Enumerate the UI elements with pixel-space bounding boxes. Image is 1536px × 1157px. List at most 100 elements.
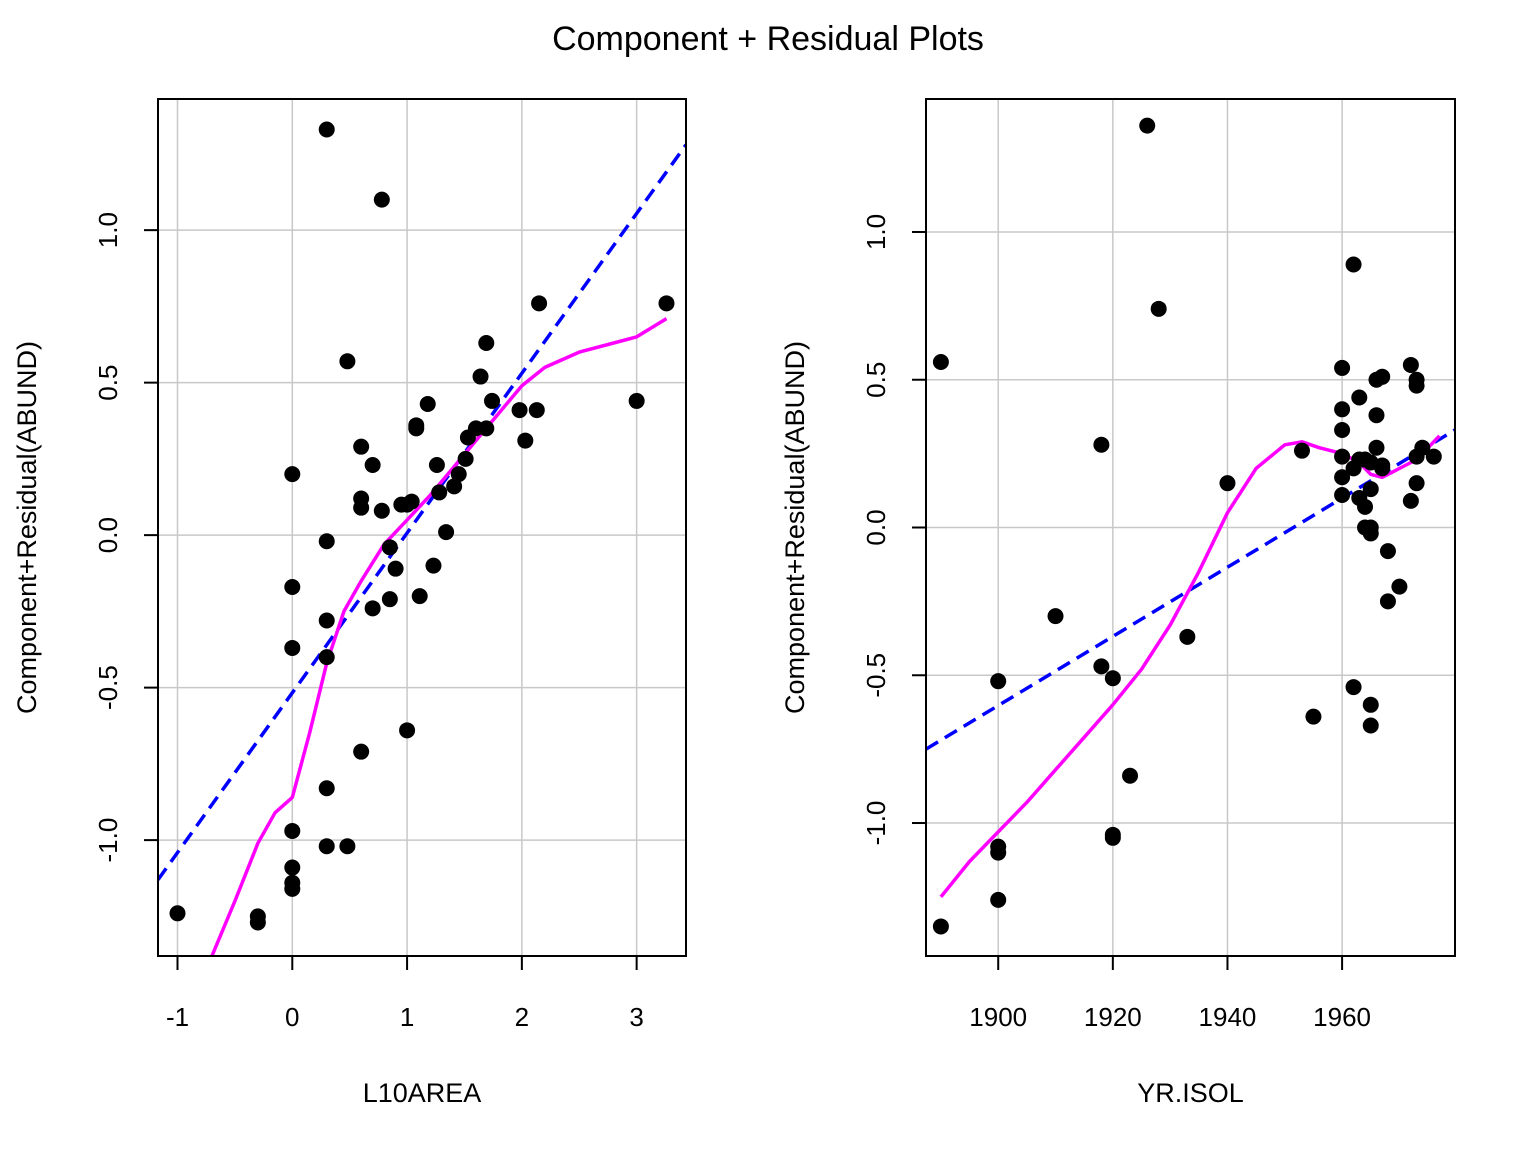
data-point [1334, 486, 1351, 503]
y-axis-label: Component+Residual(ABUND) [780, 341, 810, 714]
data-point [1104, 670, 1121, 687]
data-point [1334, 421, 1351, 438]
data-point [318, 838, 335, 855]
panel-1: -1 0 1 2 3 -1.0 -0.5 0.0 0.5 1.0 L10AREA Component+… [12, 98, 687, 1108]
data-point [484, 392, 501, 409]
figure-title: Component + Residual Plots [552, 20, 984, 58]
data-point [381, 591, 398, 608]
y-axis-label: Component+Residual(ABUND) [12, 341, 42, 714]
x-tick-label: 1900 [969, 1002, 1027, 1032]
data-point [1425, 448, 1442, 465]
y-tick-label: -0.5 [93, 665, 123, 710]
data-point [403, 493, 420, 510]
data-point [1122, 767, 1139, 784]
data-point [1368, 407, 1385, 424]
data-point [1374, 368, 1391, 385]
data-point [284, 880, 301, 897]
data-point [438, 524, 455, 541]
data-point [1305, 708, 1322, 725]
y-tick-label: -1.0 [861, 801, 891, 846]
data-point [1402, 356, 1419, 373]
x-tick-label: -1 [166, 1002, 189, 1032]
x-axis-label: L10AREA [363, 1078, 482, 1108]
data-point [431, 484, 448, 501]
data-point [1408, 475, 1425, 492]
y-tick-label: -0.5 [861, 653, 891, 698]
data-point [478, 334, 495, 351]
data-point [381, 539, 398, 556]
data-point [419, 395, 436, 412]
data-point [990, 844, 1007, 861]
data-point [658, 295, 675, 312]
data-point [284, 466, 301, 483]
data-point [169, 905, 186, 922]
data-point [411, 588, 428, 605]
data-point [1414, 439, 1431, 456]
plot-frame [157, 98, 687, 957]
data-point [1104, 829, 1121, 846]
data-point [1391, 578, 1408, 595]
data-point [364, 456, 381, 473]
data-point [457, 450, 474, 467]
data-point [353, 499, 370, 516]
data-point [511, 402, 528, 419]
data-point [1293, 442, 1310, 459]
data-point [517, 432, 534, 449]
data-point [1362, 717, 1379, 734]
data-point [1334, 401, 1351, 418]
data-point [450, 466, 467, 483]
x-tick-label: 1960 [1313, 1002, 1371, 1032]
data-point [387, 560, 404, 577]
data-point [428, 456, 445, 473]
y-tick-label: -1.0 [93, 818, 123, 863]
data-point [1345, 256, 1362, 273]
smooth-fit-line [210, 317, 668, 956]
data-point [1334, 469, 1351, 486]
plot-area [926, 117, 1455, 935]
data-point [364, 600, 381, 617]
data-point [1379, 593, 1396, 610]
data-point [373, 191, 390, 208]
data-point [318, 121, 335, 138]
plot-area [158, 121, 686, 956]
data-point [1139, 117, 1156, 134]
data-point [284, 578, 301, 595]
x-tick-label: 0 [285, 1002, 299, 1032]
data-point [425, 557, 442, 574]
data-point [318, 612, 335, 629]
x-tick-label: 1 [400, 1002, 414, 1032]
data-point [1334, 448, 1351, 465]
data-point [1334, 359, 1351, 376]
data-point [373, 502, 390, 519]
x-tick-label: 3 [629, 1002, 643, 1032]
data-point [249, 914, 266, 931]
data-point [284, 639, 301, 656]
data-point [932, 354, 949, 371]
data-point [1362, 525, 1379, 542]
data-point [528, 402, 545, 419]
data-point [1047, 608, 1064, 625]
data-point [990, 673, 1007, 690]
data-point [353, 743, 370, 760]
y-tick-label: 0.0 [93, 517, 123, 553]
x-tick-label: 2 [515, 1002, 529, 1032]
x-tick-label: 1920 [1084, 1002, 1142, 1032]
data-point [1357, 498, 1374, 515]
data-point [1150, 300, 1167, 317]
y-tick-label: 0.5 [861, 362, 891, 398]
panel-2: 1900 1920 1940 1960 -1.0 -0.5 0.0 0.5 1.0 YR.ISOL… [780, 98, 1456, 1108]
data-point [1351, 389, 1368, 406]
x-axis-label: YR.ISOL [1137, 1078, 1244, 1108]
data-point [339, 838, 356, 855]
data-point [1374, 460, 1391, 477]
data-point [318, 533, 335, 550]
data-point [399, 722, 416, 739]
data-point [339, 353, 356, 370]
data-point [408, 420, 425, 437]
data-point [1408, 377, 1425, 394]
data-point [1402, 492, 1419, 509]
data-point [628, 392, 645, 409]
data-point [990, 891, 1007, 908]
